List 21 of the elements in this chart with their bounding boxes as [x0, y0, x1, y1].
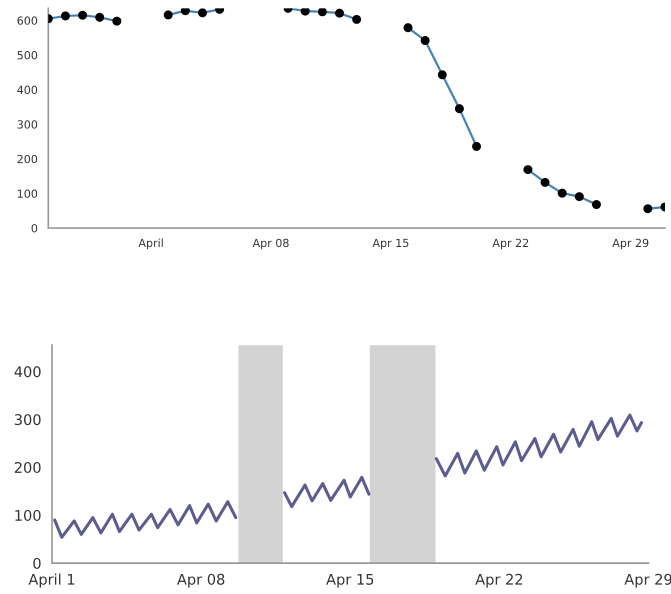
y-tick-label: 400	[17, 86, 38, 94]
x-tick-label: Apr 15	[326, 574, 374, 588]
y-tick-label: 0	[32, 224, 38, 232]
y-tick-label: 500	[18, 51, 38, 60]
y-tick-label: 300	[18, 120, 38, 129]
y-tick-label: 100	[15, 510, 41, 521]
x-tick-label: Apr 15	[372, 238, 408, 250]
x-tick-label: Apr 22	[492, 238, 528, 250]
y-tick-label: 200	[14, 462, 41, 474]
x-tick-label: April	[138, 238, 163, 250]
x-tick-label: Apr 29	[612, 238, 648, 250]
x-tick-label: Apr 08	[177, 574, 224, 588]
y-tick-label: 0	[33, 558, 41, 569]
x-tick-label: April 1	[28, 574, 74, 588]
y-tick-label: 600	[17, 16, 38, 25]
y-tick-label: 100	[18, 189, 38, 198]
y-tick-label: 200	[18, 154, 38, 164]
x-tick-label: Apr 08	[252, 238, 289, 250]
y-tick-label: 300	[14, 414, 41, 426]
y-tick-label: 400	[14, 366, 41, 378]
x-tick-label: Apr 22	[475, 574, 522, 588]
